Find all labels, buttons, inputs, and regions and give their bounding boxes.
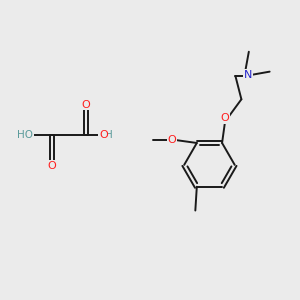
Text: O: O [82,100,91,110]
Text: N: N [244,70,252,80]
Text: O: O [167,135,176,145]
Text: O: O [47,161,56,171]
Text: O: O [99,130,108,140]
Text: O: O [221,113,230,123]
Text: H: H [105,130,113,140]
Text: HO: HO [17,130,33,140]
